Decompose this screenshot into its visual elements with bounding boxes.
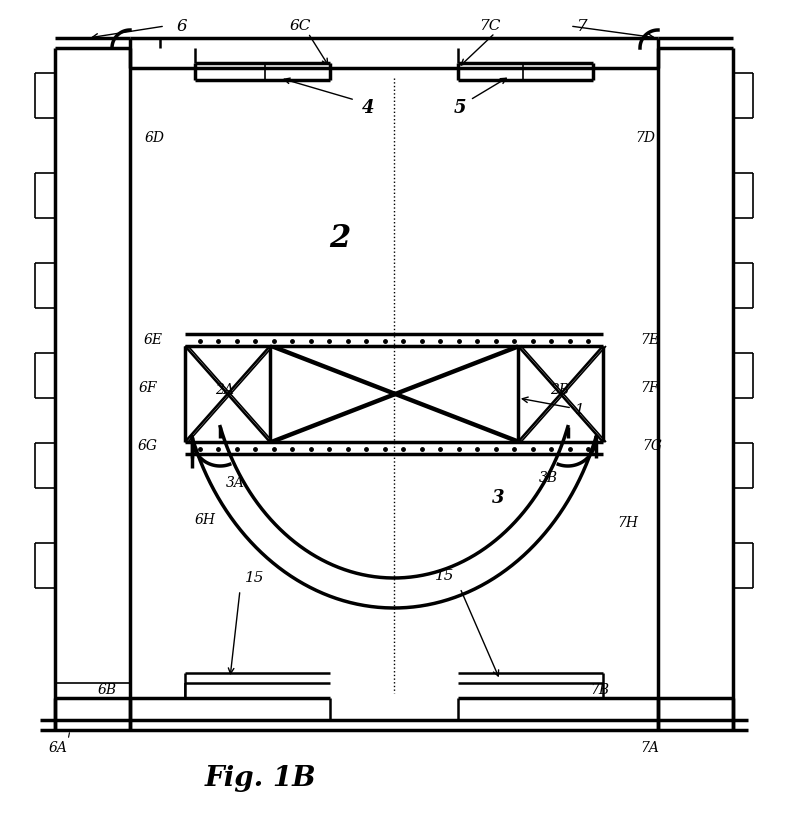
Text: 15: 15 xyxy=(435,569,455,583)
Text: 7: 7 xyxy=(577,18,587,34)
Text: 2A: 2A xyxy=(216,383,235,397)
Text: 7A: 7A xyxy=(641,741,660,755)
Text: 7D: 7D xyxy=(635,131,655,145)
Text: 7H: 7H xyxy=(618,516,638,530)
Text: 6C: 6C xyxy=(289,19,310,33)
Text: 6H: 6H xyxy=(195,513,215,527)
Text: 7E: 7E xyxy=(641,333,660,347)
Text: Fig. 1B: Fig. 1B xyxy=(204,764,316,792)
Text: 4: 4 xyxy=(362,99,374,117)
Text: 7C: 7C xyxy=(479,19,500,33)
Text: 1: 1 xyxy=(575,403,585,417)
Text: 5: 5 xyxy=(454,99,466,117)
Text: 6E: 6E xyxy=(143,333,162,347)
Text: 6A: 6A xyxy=(49,741,68,755)
Text: 3B: 3B xyxy=(538,471,558,485)
Text: 7G: 7G xyxy=(642,439,662,453)
Text: 7B: 7B xyxy=(590,683,610,697)
Text: 7F: 7F xyxy=(641,381,660,395)
Text: 2B: 2B xyxy=(551,383,570,397)
Text: 3A: 3A xyxy=(225,476,244,490)
Text: 6: 6 xyxy=(177,18,188,34)
Text: 6G: 6G xyxy=(138,439,158,453)
Text: 6D: 6D xyxy=(145,131,165,145)
Text: 6B: 6B xyxy=(98,683,117,697)
Text: 3: 3 xyxy=(492,489,504,507)
Text: 2: 2 xyxy=(329,223,351,254)
Text: 15: 15 xyxy=(245,571,265,585)
Text: 6F: 6F xyxy=(139,381,158,395)
